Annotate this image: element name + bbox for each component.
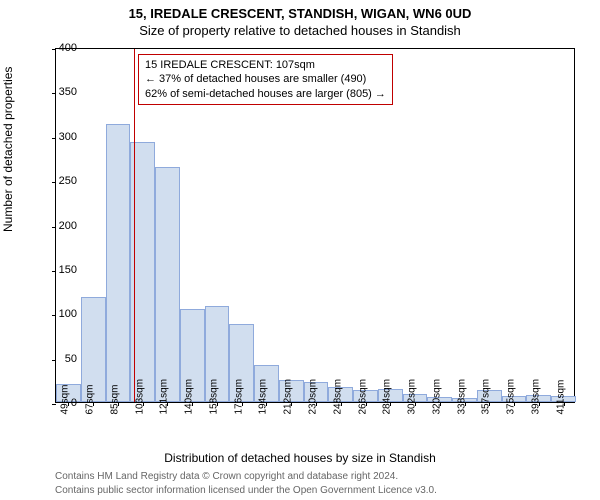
y-axis-label: Number of detached properties: [1, 67, 15, 232]
footer-copyright-2: Contains public sector information licen…: [55, 485, 437, 496]
x-axis-label: Distribution of detached houses by size …: [0, 451, 600, 465]
y-tick-label: 300: [47, 131, 77, 143]
title-main: 15, IREDALE CRESCENT, STANDISH, WIGAN, W…: [0, 0, 600, 21]
y-tick-label: 150: [47, 264, 77, 276]
y-tick-label: 400: [47, 42, 77, 54]
reference-info-box: 15 IREDALE CRESCENT: 107sqm← 37% of deta…: [138, 54, 393, 105]
info-line: ← 37% of detached houses are smaller (49…: [145, 72, 386, 86]
y-tick-label: 100: [47, 308, 77, 320]
y-tick-label: 350: [47, 86, 77, 98]
histogram-bar: [155, 167, 180, 402]
chart-plot-area: 15 IREDALE CRESCENT: 107sqm← 37% of deta…: [55, 48, 575, 403]
y-tick-label: 50: [47, 353, 77, 365]
histogram-bar: [106, 124, 131, 402]
info-line: 15 IREDALE CRESCENT: 107sqm: [145, 58, 386, 72]
reference-line: [134, 49, 135, 402]
title-sub: Size of property relative to detached ho…: [0, 21, 600, 38]
info-line: 62% of semi-detached houses are larger (…: [145, 87, 386, 101]
y-tick-label: 200: [47, 220, 77, 232]
footer-copyright-1: Contains HM Land Registry data © Crown c…: [55, 471, 398, 482]
y-tick-label: 250: [47, 175, 77, 187]
